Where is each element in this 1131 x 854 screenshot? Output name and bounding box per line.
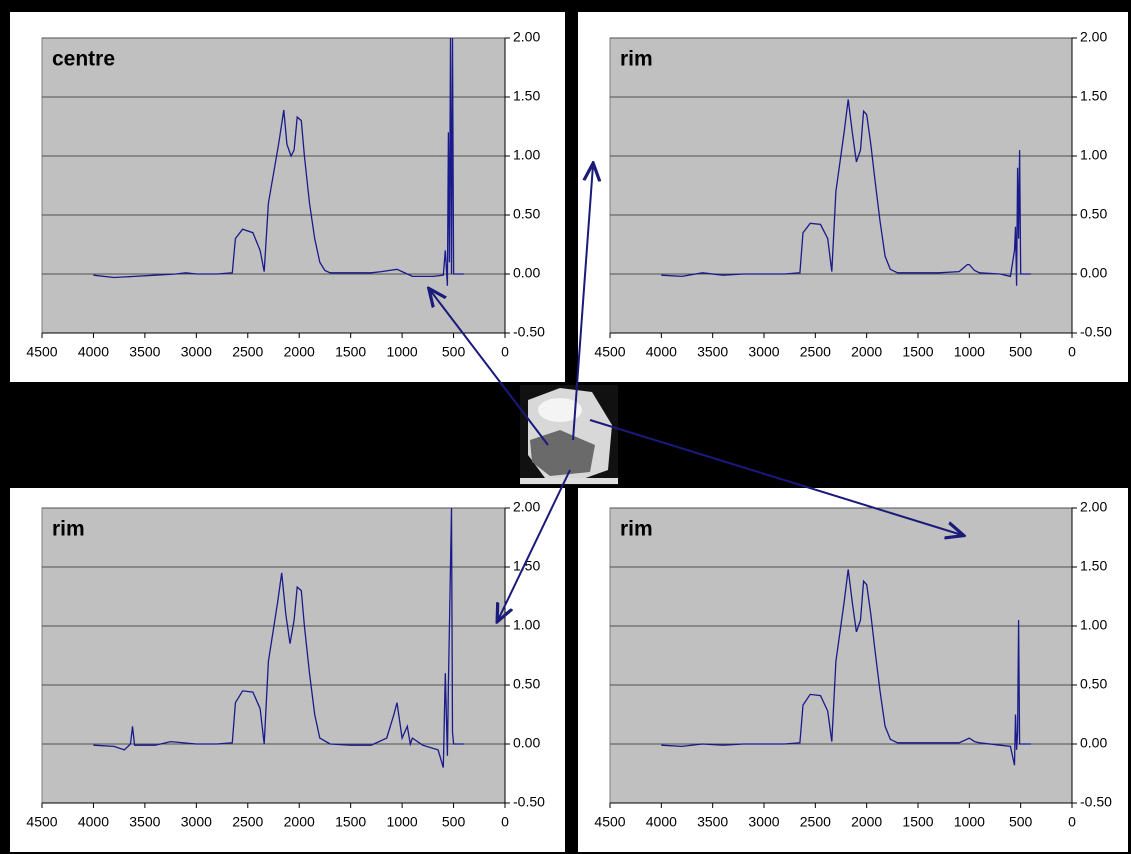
chart-title: rim — [52, 518, 85, 541]
y-tick-label: 1.50 — [513, 558, 540, 574]
y-tick-label: 0.00 — [513, 265, 540, 281]
x-tick-label: 2000 — [284, 344, 315, 360]
x-tick-label: 3500 — [129, 344, 160, 360]
x-tick-label: 3000 — [748, 814, 779, 830]
y-tick-label: 1.00 — [1080, 617, 1107, 633]
y-tick-label: 0.50 — [1080, 206, 1107, 222]
y-tick-label: 1.50 — [513, 88, 540, 104]
x-tick-label: 3000 — [181, 814, 212, 830]
x-tick-label: 500 — [442, 814, 466, 830]
x-tick-label: 2500 — [800, 814, 831, 830]
x-tick-label: 1500 — [335, 814, 366, 830]
y-tick-label: 2.00 — [1080, 29, 1107, 45]
y-tick-label: 0.50 — [1080, 676, 1107, 692]
x-tick-label: 0 — [1068, 814, 1076, 830]
y-tick-label: -0.50 — [513, 794, 545, 810]
x-tick-label: 1500 — [902, 814, 933, 830]
y-tick-label: 2.00 — [1080, 499, 1107, 515]
x-tick-label: 1000 — [954, 344, 985, 360]
plot-area — [41, 37, 506, 334]
plot-area — [41, 507, 506, 804]
x-tick-label: 0 — [1068, 344, 1076, 360]
y-tick-label: 1.00 — [1080, 147, 1107, 163]
x-tick-label: 4000 — [646, 814, 677, 830]
y-tick-label: -0.50 — [1080, 794, 1112, 810]
x-tick-label: 1000 — [387, 344, 418, 360]
x-tick-label: 1000 — [954, 814, 985, 830]
spectrum-line — [93, 37, 464, 286]
spectrum-line — [661, 99, 1031, 286]
x-tick-label: 4500 — [594, 814, 625, 830]
x-tick-label: 3000 — [181, 344, 212, 360]
y-tick-label: -0.50 — [513, 324, 545, 340]
y-tick-label: 0.00 — [1080, 735, 1107, 751]
x-tick-label: 4000 — [78, 344, 109, 360]
arrows — [430, 165, 962, 620]
y-tick-label: 0.00 — [513, 735, 540, 751]
y-tick-label: 1.00 — [513, 617, 540, 633]
y-tick-label: 0.50 — [513, 206, 540, 222]
grain-image — [520, 385, 618, 485]
plot-area — [609, 37, 1073, 334]
x-tick-label: 2500 — [232, 344, 263, 360]
spectrum-line — [93, 507, 464, 768]
x-tick-label: 3500 — [697, 814, 728, 830]
x-tick-label: 2000 — [851, 344, 882, 360]
y-tick-label: 2.00 — [513, 499, 540, 515]
y-tick-label: 0.50 — [513, 676, 540, 692]
x-tick-label: 4000 — [78, 814, 109, 830]
chart-title: rim — [620, 518, 653, 541]
y-tick-label: 0.00 — [1080, 265, 1107, 281]
x-tick-label: 0 — [501, 814, 509, 830]
x-tick-label: 2000 — [851, 814, 882, 830]
x-tick-label: 4000 — [646, 344, 677, 360]
x-tick-label: 2000 — [284, 814, 315, 830]
y-tick-label: 1.50 — [1080, 88, 1107, 104]
x-tick-label: 500 — [1009, 344, 1033, 360]
x-tick-label: 4500 — [594, 344, 625, 360]
x-tick-label: 1500 — [335, 344, 366, 360]
x-tick-label: 3500 — [129, 814, 160, 830]
x-tick-label: 1000 — [387, 814, 418, 830]
y-tick-label: -0.50 — [1080, 324, 1112, 340]
y-tick-label: 1.50 — [1080, 558, 1107, 574]
plot-area — [609, 507, 1073, 804]
x-tick-label: 4500 — [26, 814, 57, 830]
y-tick-label: 2.00 — [513, 29, 540, 45]
panels: -0.50 0.00 0.50 1.00 1.50 2.00 4500 4000 3500 300… — [10, 12, 1128, 852]
chart-title: rim — [620, 48, 653, 71]
x-tick-label: 4500 — [26, 344, 57, 360]
x-tick-label: 3500 — [697, 344, 728, 360]
spectrum-line — [661, 569, 1031, 766]
chart-title: centre — [52, 48, 115, 71]
x-tick-label: 0 — [501, 344, 509, 360]
x-tick-label: 3000 — [748, 344, 779, 360]
x-tick-label: 500 — [442, 344, 466, 360]
y-tick-label: 1.00 — [513, 147, 540, 163]
x-tick-label: 500 — [1009, 814, 1033, 830]
x-tick-label: 2500 — [232, 814, 263, 830]
x-tick-label: 2500 — [800, 344, 831, 360]
x-tick-label: 1500 — [902, 344, 933, 360]
